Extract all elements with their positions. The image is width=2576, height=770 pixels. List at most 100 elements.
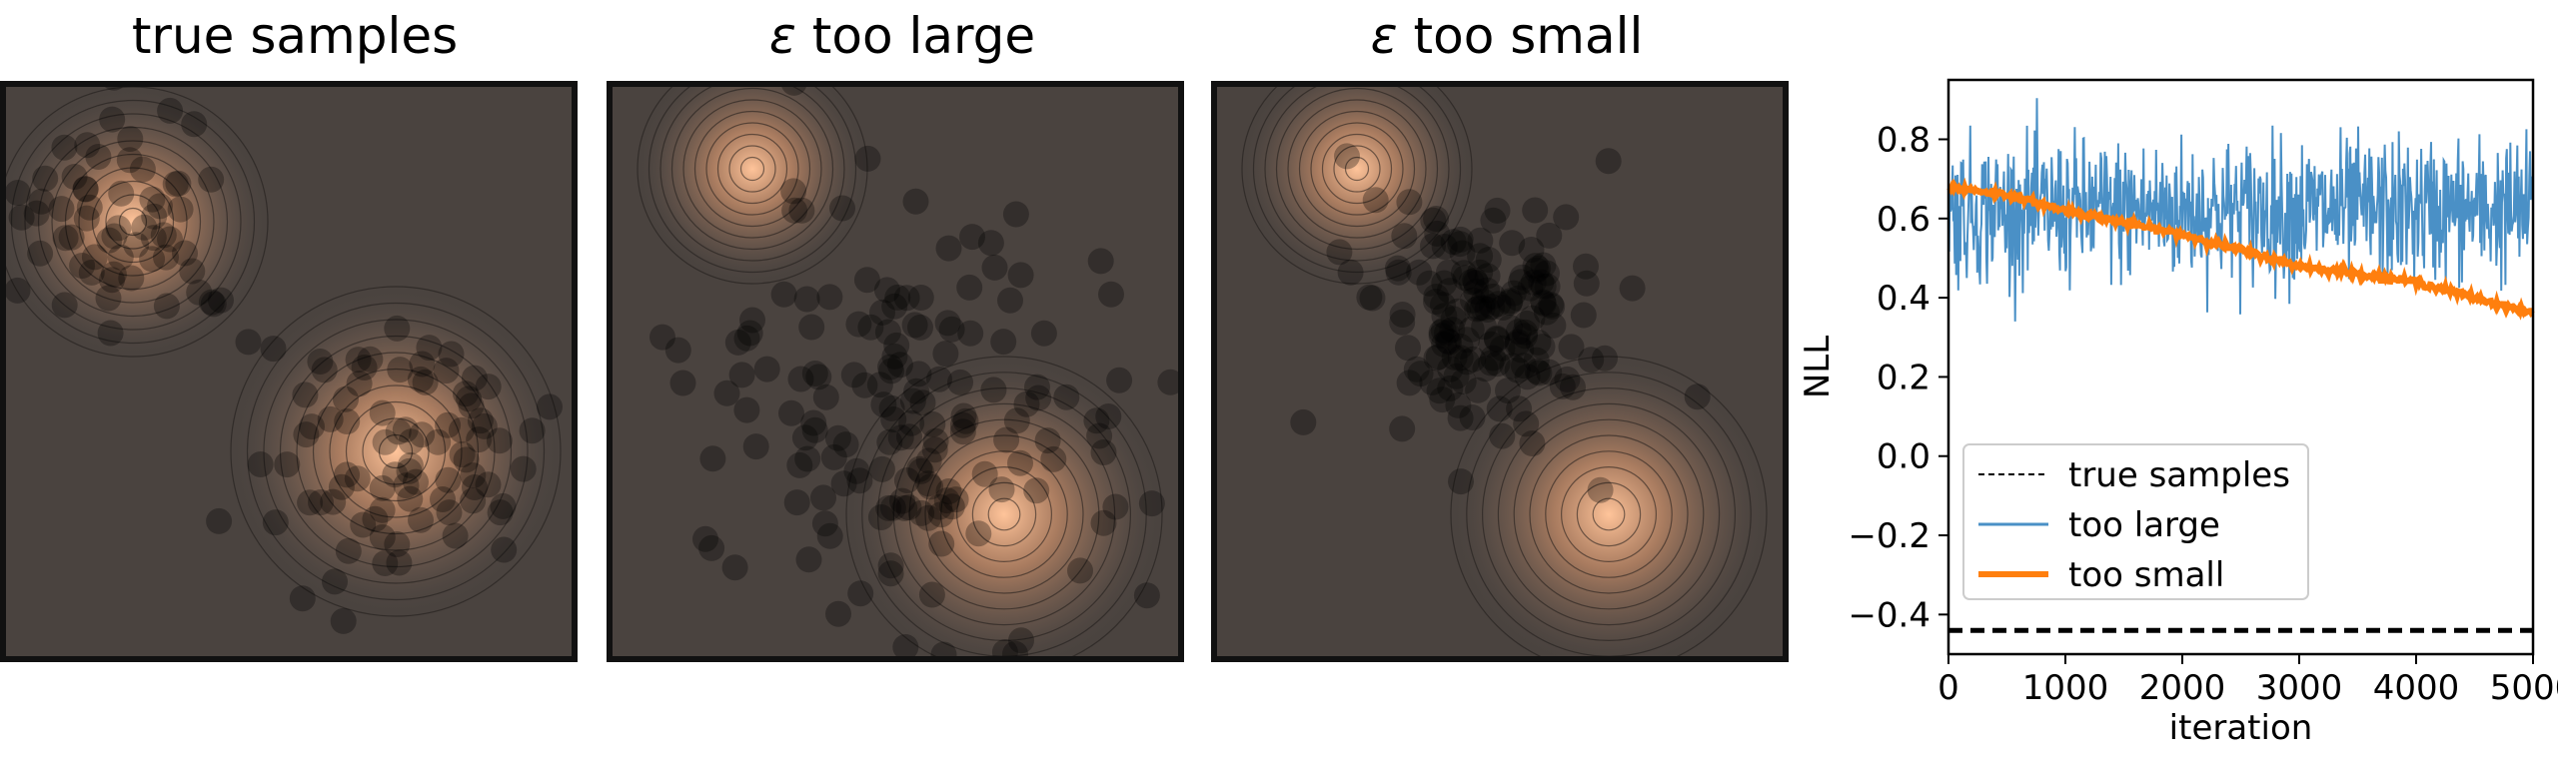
sample-point (384, 531, 411, 557)
sample-point (857, 314, 884, 341)
sample-point (1530, 290, 1557, 317)
sample-point (369, 524, 396, 550)
sample-point (157, 226, 183, 253)
sample-point (1440, 229, 1467, 256)
sample-point (61, 164, 88, 190)
sample-point (117, 126, 144, 152)
density-plot (613, 87, 1178, 656)
density-contour (877, 387, 1132, 642)
sample-point (456, 385, 483, 412)
sample-point (977, 230, 1004, 257)
sample-point (1471, 314, 1498, 341)
sample-point (1523, 347, 1550, 374)
sample-point (991, 639, 1018, 656)
sample-point (118, 265, 145, 292)
sample-point (1449, 240, 1476, 267)
sample-point (1431, 234, 1458, 260)
sample-point (1420, 207, 1447, 234)
sample-point (1334, 143, 1360, 170)
sample-point (293, 421, 320, 448)
sample-point (139, 186, 166, 213)
sample-point (1474, 263, 1501, 290)
sample-point (99, 267, 125, 294)
sample-point (386, 549, 413, 576)
sample-point (435, 466, 462, 493)
density-blob (6, 87, 268, 357)
sample-point (922, 427, 949, 454)
sample-point (1406, 259, 1433, 286)
sample-point (728, 362, 755, 388)
sample-point (965, 520, 992, 547)
sample-point (846, 467, 873, 494)
sample-point (1431, 270, 1458, 297)
sample-point (1536, 222, 1563, 249)
density-contour (1287, 99, 1427, 239)
sample-point (307, 349, 334, 375)
sample-point (131, 214, 158, 241)
sample-point (1090, 509, 1117, 536)
sample-point (392, 416, 419, 443)
sample-point (333, 385, 359, 412)
x-axis-label: iteration (2169, 708, 2313, 748)
sample-point (847, 580, 874, 607)
sample-point (851, 372, 878, 398)
sample-point (101, 223, 128, 250)
density-contour (246, 302, 546, 601)
sample-point (85, 144, 112, 170)
sample-point (957, 320, 984, 347)
sample-point (1528, 269, 1555, 296)
x-tick-label: 0 (1937, 668, 1959, 708)
density-contour (739, 156, 765, 182)
sample-point (870, 391, 897, 418)
sample-point (840, 362, 867, 388)
sample-point (425, 428, 452, 455)
density-contour (1298, 110, 1416, 228)
sample-point (345, 347, 372, 374)
density-contour (10, 99, 256, 345)
sample-point (1434, 320, 1460, 347)
series-too-large-line (1947, 98, 2534, 322)
sample-point (72, 176, 99, 203)
sample-point (1423, 206, 1450, 232)
sample-point (1483, 325, 1510, 352)
density-contour (845, 356, 1163, 656)
sample-point (1517, 275, 1544, 302)
sample-point (980, 377, 1007, 403)
sample-point (692, 525, 718, 552)
sample-point (1459, 404, 1486, 430)
sample-point (1435, 328, 1461, 355)
sample-point (915, 504, 942, 531)
legend: true samples too large too small (1962, 443, 2309, 600)
sample-point (328, 473, 355, 500)
density-contour (861, 372, 1147, 656)
sample-point (412, 369, 439, 395)
sample-point (436, 499, 463, 526)
density-contour (892, 402, 1116, 626)
sample-point (867, 504, 894, 530)
sample-point (1522, 197, 1549, 224)
sample-point (1495, 378, 1521, 404)
sample-point (1040, 445, 1067, 472)
sample-point (1511, 353, 1537, 380)
sample-point (1447, 231, 1474, 258)
series-too-small-line (1946, 177, 2535, 321)
sample-point (320, 488, 347, 515)
sample-point (869, 299, 895, 326)
sample-point (1619, 275, 1646, 302)
sample-point (147, 193, 173, 220)
sample-point (1523, 257, 1550, 284)
sample-point (993, 426, 1020, 453)
sample-point (48, 196, 75, 223)
sample-point (462, 474, 488, 500)
sample-point (733, 396, 760, 423)
sample-point (971, 460, 998, 487)
sample-point (179, 258, 206, 285)
sample-point (868, 455, 895, 482)
sample-point (899, 387, 926, 414)
sample-point (1086, 422, 1113, 449)
sample-point (915, 447, 942, 474)
sample-point (795, 546, 822, 573)
density-contour (105, 194, 161, 250)
sample-point (403, 468, 429, 495)
sample-point (649, 324, 675, 351)
